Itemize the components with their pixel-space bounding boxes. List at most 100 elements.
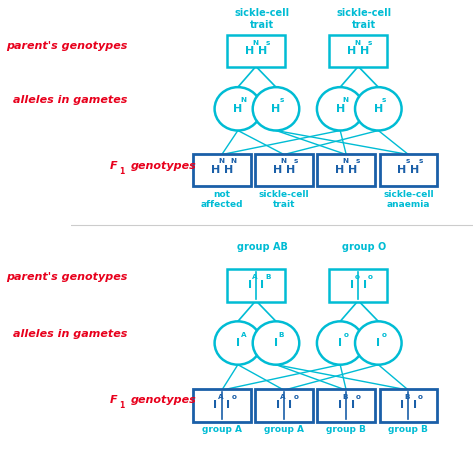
Text: H: H	[224, 165, 233, 175]
Text: parent's genotypes: parent's genotypes	[6, 41, 128, 51]
Text: s: s	[418, 158, 423, 164]
Text: alleles in gametes: alleles in gametes	[13, 95, 128, 105]
Text: not
affected: not affected	[201, 190, 243, 210]
FancyBboxPatch shape	[193, 154, 251, 186]
Text: I: I	[247, 280, 252, 290]
Text: I: I	[350, 280, 354, 290]
FancyBboxPatch shape	[255, 389, 313, 422]
Text: H: H	[258, 46, 267, 56]
Text: I: I	[413, 401, 417, 410]
FancyBboxPatch shape	[255, 154, 313, 186]
Ellipse shape	[253, 87, 299, 130]
Text: s: s	[279, 97, 284, 103]
Text: H: H	[336, 104, 345, 114]
Text: H: H	[335, 165, 345, 175]
FancyBboxPatch shape	[317, 154, 375, 186]
Text: A: A	[218, 394, 224, 400]
FancyBboxPatch shape	[380, 154, 438, 186]
Text: sickle-cell
trait: sickle-cell trait	[259, 190, 310, 210]
Text: N: N	[355, 40, 360, 46]
Text: s: s	[382, 97, 386, 103]
Text: N: N	[342, 158, 348, 164]
Text: o: o	[356, 394, 361, 400]
Text: N: N	[240, 97, 246, 103]
Text: I: I	[213, 401, 218, 410]
FancyBboxPatch shape	[317, 389, 375, 422]
Text: I: I	[275, 401, 280, 410]
Text: H: H	[211, 165, 220, 175]
Ellipse shape	[317, 321, 364, 365]
Text: o: o	[382, 331, 386, 337]
Text: I: I	[351, 401, 355, 410]
FancyBboxPatch shape	[380, 389, 438, 422]
Text: H: H	[360, 46, 369, 56]
Text: F: F	[110, 161, 118, 171]
Ellipse shape	[317, 87, 364, 130]
Text: H: H	[348, 165, 357, 175]
Text: H: H	[271, 104, 281, 114]
Text: s: s	[294, 158, 298, 164]
Text: o: o	[343, 331, 348, 337]
Text: o: o	[418, 394, 423, 400]
Text: 1: 1	[119, 167, 125, 176]
Text: B: B	[405, 394, 410, 400]
Text: o: o	[293, 394, 299, 400]
Text: B: B	[279, 331, 284, 337]
Ellipse shape	[215, 87, 261, 130]
Text: H: H	[286, 165, 295, 175]
Text: group AB: group AB	[237, 242, 287, 252]
Text: group A: group A	[264, 426, 304, 435]
Text: H: H	[273, 165, 282, 175]
Text: A: A	[281, 394, 286, 400]
Text: alleles in gametes: alleles in gametes	[13, 328, 128, 338]
Text: s: s	[405, 158, 410, 164]
Text: sickle-cell
trait: sickle-cell trait	[337, 9, 392, 30]
Text: N: N	[343, 97, 349, 103]
Text: B: B	[343, 394, 348, 400]
Text: group O: group O	[342, 242, 386, 252]
Text: A: A	[252, 274, 258, 280]
Text: H: H	[245, 46, 254, 56]
Text: N: N	[231, 158, 237, 164]
Text: I: I	[363, 280, 367, 290]
Text: I: I	[289, 401, 292, 410]
Text: N: N	[252, 40, 258, 46]
Ellipse shape	[355, 321, 401, 365]
Text: H: H	[347, 46, 356, 56]
FancyBboxPatch shape	[329, 35, 387, 67]
Text: o: o	[355, 274, 360, 280]
Text: o: o	[368, 274, 373, 280]
Text: genotypes: genotypes	[130, 394, 196, 405]
Text: H: H	[397, 165, 407, 175]
Text: I: I	[338, 401, 342, 410]
Text: s: s	[356, 158, 360, 164]
Text: sickle-cell
anaemia: sickle-cell anaemia	[383, 190, 434, 210]
FancyBboxPatch shape	[227, 269, 285, 301]
Text: o: o	[231, 394, 237, 400]
Ellipse shape	[355, 87, 401, 130]
Ellipse shape	[253, 321, 299, 365]
Text: A: A	[241, 331, 246, 337]
FancyBboxPatch shape	[329, 269, 387, 301]
Text: I: I	[236, 338, 240, 348]
Text: B: B	[265, 274, 271, 280]
Text: H: H	[374, 104, 383, 114]
Text: N: N	[218, 158, 224, 164]
FancyBboxPatch shape	[227, 35, 285, 67]
Ellipse shape	[215, 321, 261, 365]
Text: s: s	[368, 40, 373, 46]
Text: I: I	[274, 338, 278, 348]
Text: genotypes: genotypes	[130, 161, 196, 171]
Text: I: I	[226, 401, 230, 410]
Text: H: H	[410, 165, 419, 175]
Text: I: I	[400, 401, 404, 410]
Text: group B: group B	[389, 426, 428, 435]
Text: sickle-cell
trait: sickle-cell trait	[234, 9, 290, 30]
Text: H: H	[233, 104, 243, 114]
Text: F: F	[110, 394, 118, 405]
Text: I: I	[376, 338, 380, 348]
Text: N: N	[280, 158, 286, 164]
Text: group B: group B	[326, 426, 366, 435]
FancyBboxPatch shape	[193, 389, 251, 422]
Text: I: I	[260, 280, 264, 290]
